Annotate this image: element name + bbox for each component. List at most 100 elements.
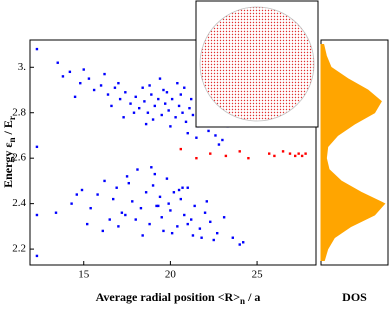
point [304, 152, 307, 155]
point [132, 111, 136, 114]
dos-area [320, 44, 386, 261]
point [96, 193, 99, 196]
point [209, 152, 212, 155]
point [247, 156, 250, 160]
x-axis-label: Average radial position <R>n / a [96, 290, 261, 306]
point [176, 81, 179, 85]
point [190, 97, 193, 101]
x-tick-label: 25 [252, 269, 264, 281]
point [195, 136, 198, 139]
point [177, 188, 181, 192]
point [70, 202, 73, 205]
point [146, 111, 150, 114]
point [162, 229, 165, 233]
point [75, 193, 78, 196]
point [157, 204, 160, 208]
point [155, 204, 158, 208]
point [273, 154, 276, 158]
point [143, 100, 146, 103]
point [186, 222, 189, 226]
point [177, 104, 181, 108]
point [242, 241, 245, 244]
inset-disk [199, 6, 315, 122]
point [148, 84, 151, 87]
scatter-panel: 2.2 2.4 2.6 2.8 3. 15 20 25 Average radial posit… [1, 39, 317, 306]
point [124, 213, 127, 217]
point [212, 238, 215, 242]
y-tick-label: 2.2 [12, 243, 26, 255]
x-label-sub: n [240, 296, 245, 306]
point [162, 88, 165, 92]
point [120, 211, 124, 214]
y-label-sub: n [7, 137, 17, 142]
y-label-suffix: / E [1, 120, 15, 137]
point [191, 113, 195, 117]
point [160, 216, 163, 219]
point [138, 106, 141, 110]
point [35, 213, 39, 217]
point [170, 231, 174, 235]
point [179, 197, 182, 201]
point [165, 91, 169, 94]
point [136, 168, 139, 171]
point [68, 70, 72, 74]
point [167, 202, 170, 205]
point [153, 172, 156, 176]
point [101, 229, 104, 233]
point [122, 116, 125, 119]
point [112, 197, 115, 201]
point [129, 102, 132, 105]
y-tick-label: 2.4 [12, 197, 26, 209]
point [198, 227, 202, 230]
point [281, 150, 285, 153]
point [86, 222, 89, 226]
point [134, 95, 137, 99]
point [179, 93, 182, 96]
point [151, 118, 155, 121]
point [268, 152, 271, 155]
point [125, 175, 129, 178]
point [176, 225, 179, 228]
point [99, 84, 103, 87]
x-tick-label: 15 [78, 269, 90, 281]
point [294, 154, 297, 158]
point [35, 47, 39, 51]
point [191, 234, 195, 237]
point [92, 88, 96, 92]
x-axis-label: DOS [342, 290, 367, 304]
point [203, 211, 207, 214]
y-label-sub2: r [7, 116, 17, 120]
point [181, 111, 184, 114]
point [124, 91, 127, 94]
dos-panel: DOS [320, 39, 389, 304]
point [35, 254, 39, 258]
point [214, 134, 217, 137]
point [224, 154, 228, 158]
y-axis-label: Energy εn / Er [1, 116, 17, 188]
point [113, 86, 117, 89]
point [174, 116, 177, 119]
point [184, 120, 188, 124]
point [217, 143, 221, 146]
point [170, 97, 174, 101]
point [158, 195, 162, 199]
point [157, 97, 160, 101]
point [106, 93, 110, 96]
point [150, 166, 153, 169]
x-label-text: Average radial position <R> [96, 290, 241, 304]
y-tick-label: 3. [18, 61, 27, 73]
y-tick-label: 2.8 [12, 106, 26, 118]
point [103, 72, 106, 76]
point [134, 218, 137, 221]
point [183, 213, 186, 217]
point [144, 122, 148, 126]
point [238, 243, 241, 246]
point [61, 75, 65, 78]
point [209, 220, 212, 224]
point [179, 147, 182, 151]
point [172, 191, 176, 194]
point [181, 186, 184, 189]
y-tick-label: 2.6 [12, 152, 26, 164]
point [127, 181, 130, 185]
point [131, 200, 134, 203]
